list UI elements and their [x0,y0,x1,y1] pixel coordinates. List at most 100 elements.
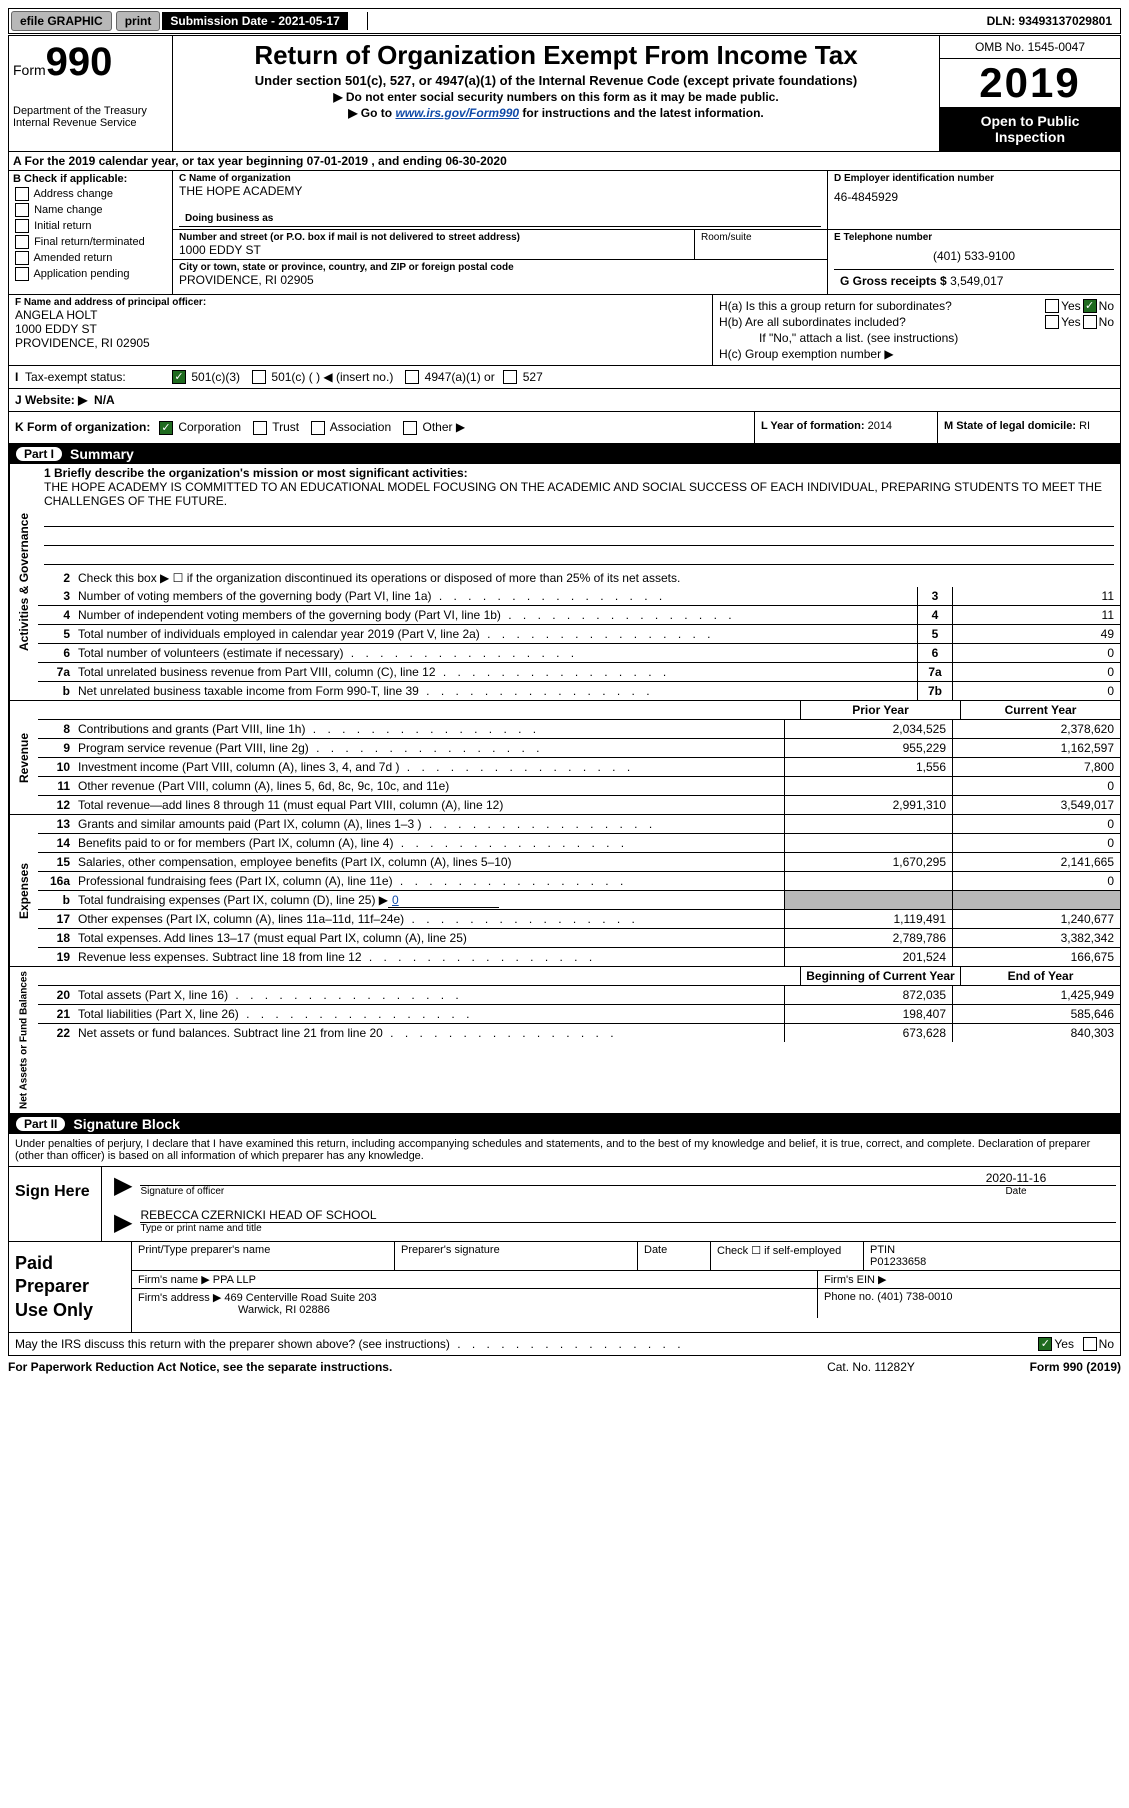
q17-prior: 1,119,491 [784,910,952,928]
instruction-link: ▶ Go to www.irs.gov/Form990 for instruct… [177,106,935,120]
assoc-label: Association [330,420,391,434]
instr-post: for instructions and the latest informat… [519,106,764,120]
irs-link[interactable]: www.irs.gov/Form990 [395,106,519,120]
501c3-label: 501(c)(3) [191,370,240,384]
q11-prior [784,777,952,795]
tax-year: 2019 [940,59,1120,107]
q14-text: Benefits paid to or for members (Part IX… [78,836,393,850]
submission-date-label: Submission Date - 2021-05-17 [162,12,347,30]
discuss-yes-checkbox[interactable] [1038,1337,1052,1351]
addr-change-checkbox[interactable] [15,187,29,201]
q16b-prior-shaded [784,891,952,909]
q21-end: 585,646 [952,1005,1120,1023]
hb-yes-checkbox[interactable] [1045,315,1059,329]
form-header: Form990 Department of the Treasury Inter… [8,35,1121,152]
discuss-no-checkbox[interactable] [1083,1337,1097,1351]
prep-phone-value: (401) 738-0010 [877,1291,952,1303]
q16b-value[interactable]: 0 [388,893,499,908]
prep-date-label: Date [638,1242,711,1270]
efile-button[interactable]: efile GRAPHIC [11,11,112,31]
expenses-section: Expenses 13Grants and similar amounts pa… [8,815,1121,967]
q10-current: 7,800 [952,758,1120,776]
discuss-row: May the IRS discuss this return with the… [8,1333,1121,1356]
revenue-side-label: Revenue [9,701,38,814]
501c-checkbox[interactable] [252,370,266,384]
name-change-checkbox[interactable] [15,203,29,217]
name-arrow-icon: ▶ [106,1208,140,1237]
q14-prior [784,834,952,852]
q19-prior: 201,524 [784,948,952,966]
amended-checkbox[interactable] [15,251,29,265]
assoc-checkbox[interactable] [311,421,325,435]
501c-label: 501(c) ( ) ◀ (insert no.) [271,370,393,384]
end-year-header: End of Year [960,967,1120,985]
q11-text: Other revenue (Part VIII, column (A), li… [74,777,784,795]
part1-num: Part I [16,447,62,461]
dba-label: Doing business as [185,213,273,224]
q2-text: Check this box ▶ ☐ if the organization d… [74,569,1120,587]
dln-value: DLN: 93493137029801 [979,12,1120,30]
street-label: Number and street (or P.O. box if mail i… [179,232,688,243]
q20-begin: 872,035 [784,986,952,1004]
print-button[interactable]: print [116,11,161,31]
block-b-c-d: B Check if applicable: Address change Na… [8,171,1121,295]
signature-field[interactable] [140,1171,916,1186]
q16b-text: Total fundraising expenses (Part IX, col… [78,893,388,907]
dept-treasury: Department of the Treasury Internal Reve… [13,105,168,129]
hc-label: H(c) Group exemption number ▶ [719,347,894,361]
final-return-checkbox[interactable] [15,235,29,249]
q12-current: 3,549,017 [952,796,1120,814]
527-checkbox[interactable] [503,370,517,384]
website-value: N/A [94,393,115,407]
q7a-text: Total unrelated business revenue from Pa… [78,665,436,679]
sig-date-value: 2020-11-16 [916,1171,1116,1186]
prep-sig-label: Preparer's signature [395,1242,638,1270]
hb-no-checkbox[interactable] [1083,315,1097,329]
pending-checkbox[interactable] [15,267,29,281]
phone-label: E Telephone number [834,232,1114,243]
org-name-value: THE HOPE ACADEMY [179,184,821,198]
signature-section: Under penalties of perjury, I declare th… [8,1134,1121,1333]
q12-text: Total revenue—add lines 8 through 11 (mu… [74,796,784,814]
b-label: B Check if applicable: [13,173,168,185]
q5-value: 49 [952,625,1120,643]
4947-checkbox[interactable] [405,370,419,384]
ha-no: No [1099,299,1114,313]
q20-text: Total assets (Part X, line 16) [78,988,228,1002]
klm-row: K Form of organization: Corporation Trus… [8,412,1121,444]
addr-change-label: Address change [33,188,113,200]
i-label: I [15,370,18,384]
q9-current: 1,162,597 [952,739,1120,757]
corp-checkbox[interactable] [159,421,173,435]
part1-header: Part I Summary [8,444,1121,464]
q18-current: 3,382,342 [952,929,1120,947]
q9-prior: 955,229 [784,739,952,757]
ein-label: D Employer identification number [834,173,1114,184]
instr-pre: ▶ Go to [348,106,395,120]
initial-return-checkbox[interactable] [15,219,29,233]
501c3-checkbox[interactable] [172,370,186,384]
l-cell: L Year of formation: 2014 [755,412,938,443]
q4-value: 11 [952,606,1120,624]
form-id-box: Form990 Department of the Treasury Inter… [9,36,173,151]
initial-return-label: Initial return [34,220,91,232]
firm-addr2: Warwick, RI 02886 [138,1304,330,1316]
4947-label: 4947(a)(1) or [425,370,495,384]
expenses-side-label: Expenses [9,815,38,966]
q6-value: 0 [952,644,1120,662]
hb-label: H(b) Are all subordinates included? [719,315,1043,329]
q10-text: Investment income (Part VIII, column (A)… [78,760,399,774]
discuss-no: No [1099,1337,1114,1351]
trust-checkbox[interactable] [253,421,267,435]
mission-text: THE HOPE ACADEMY IS COMMITTED TO AN EDUC… [44,480,1114,508]
discuss-yes: Yes [1054,1337,1074,1351]
netassets-section: Net Assets or Fund Balances Beginning of… [8,967,1121,1114]
tax-status-label: Tax-exempt status: [25,370,126,384]
ha-no-checkbox[interactable] [1083,299,1097,313]
other-checkbox[interactable] [403,421,417,435]
part1-title: Summary [70,446,134,462]
preparer-section: Paid Preparer Use Only Print/Type prepar… [9,1241,1120,1332]
q5-text: Total number of individuals employed in … [78,627,480,641]
column-b-checkboxes: B Check if applicable: Address change Na… [9,171,173,294]
ha-yes-checkbox[interactable] [1045,299,1059,313]
